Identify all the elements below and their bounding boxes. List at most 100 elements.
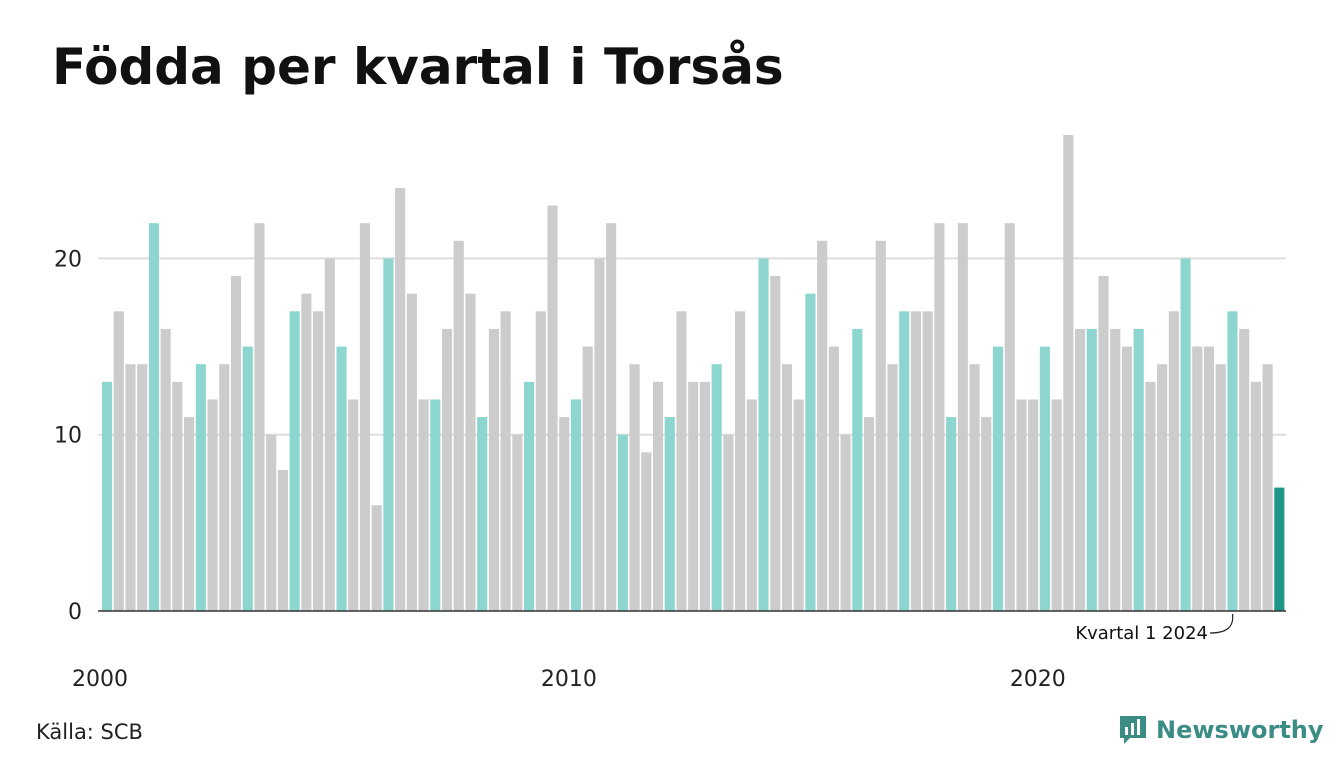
y-tick-label: 0 bbox=[68, 600, 82, 625]
x-tick-label: 2020 bbox=[1010, 667, 1066, 692]
bar bbox=[699, 381, 710, 611]
bar bbox=[852, 328, 863, 611]
bar bbox=[922, 311, 933, 611]
bar bbox=[359, 223, 371, 612]
bar bbox=[664, 417, 675, 611]
bar bbox=[1157, 364, 1168, 611]
bar bbox=[746, 399, 757, 611]
bar bbox=[219, 364, 230, 611]
bar bbox=[313, 311, 324, 611]
bar bbox=[711, 364, 722, 611]
bar bbox=[1203, 346, 1215, 611]
bar bbox=[324, 258, 335, 611]
bar bbox=[781, 364, 793, 611]
bars bbox=[102, 135, 1285, 612]
bar bbox=[1133, 328, 1144, 611]
bar bbox=[277, 469, 288, 611]
bar bbox=[793, 399, 804, 611]
bar bbox=[1039, 346, 1050, 611]
bar bbox=[875, 240, 886, 611]
bar bbox=[770, 276, 781, 611]
bar bbox=[1016, 399, 1027, 611]
bar bbox=[1028, 399, 1039, 611]
bar bbox=[195, 364, 206, 611]
y-tick-labels: 0 10 20 bbox=[54, 247, 82, 625]
bar bbox=[1110, 328, 1121, 611]
source-note: Källa: SCB bbox=[36, 720, 143, 744]
bar bbox=[301, 293, 312, 611]
bar bbox=[934, 223, 945, 612]
bar bbox=[863, 417, 875, 611]
annotation-text: Kvartal 1 2024 bbox=[1075, 623, 1208, 644]
y-tick-label: 20 bbox=[54, 247, 82, 272]
bar bbox=[148, 223, 160, 612]
bar bbox=[1262, 364, 1273, 611]
bar bbox=[254, 223, 265, 612]
bar bbox=[992, 346, 1004, 611]
bar bbox=[172, 381, 183, 611]
bar bbox=[946, 417, 957, 611]
bar bbox=[418, 399, 429, 611]
bar bbox=[981, 417, 992, 611]
bar bbox=[641, 452, 652, 611]
bar bbox=[406, 293, 417, 611]
bar bbox=[137, 364, 148, 611]
bar bbox=[887, 364, 898, 611]
bar bbox=[535, 311, 546, 611]
bar bbox=[1063, 135, 1074, 611]
brand-logo: Newsworthy bbox=[1118, 714, 1324, 746]
chart-title: Födda per kvartal i Torsås bbox=[52, 38, 784, 96]
latest-annotation: Kvartal 1 2024 bbox=[1075, 613, 1234, 644]
bar bbox=[547, 205, 558, 611]
bar bbox=[430, 399, 441, 611]
bar bbox=[594, 258, 605, 611]
bar bbox=[899, 311, 910, 611]
bar bbox=[383, 258, 394, 611]
bar bbox=[735, 311, 746, 611]
brand-name: Newsworthy bbox=[1156, 716, 1324, 744]
bar bbox=[477, 417, 488, 611]
bar bbox=[184, 417, 195, 611]
bar bbox=[817, 240, 828, 611]
bar bbox=[102, 381, 113, 611]
bar bbox=[910, 311, 921, 611]
bar bbox=[453, 240, 464, 611]
bar bbox=[441, 328, 453, 611]
bar bbox=[606, 223, 617, 612]
bar bbox=[465, 293, 476, 611]
bar bbox=[207, 399, 218, 611]
bar bbox=[1192, 346, 1203, 611]
bar bbox=[828, 346, 839, 611]
bar bbox=[840, 434, 851, 611]
bar bbox=[500, 311, 511, 611]
bar bbox=[1004, 223, 1015, 612]
bar bbox=[1051, 399, 1062, 611]
bar bbox=[723, 434, 734, 611]
bar bbox=[512, 434, 523, 611]
bar bbox=[617, 434, 628, 611]
bar bbox=[1274, 487, 1285, 611]
bar bbox=[1250, 381, 1261, 611]
bar bbox=[1121, 346, 1133, 611]
bar bbox=[805, 293, 816, 611]
bar bbox=[1074, 328, 1086, 611]
bar bbox=[160, 328, 171, 611]
bar bbox=[1145, 381, 1156, 611]
bar bbox=[676, 311, 687, 611]
bar bbox=[1168, 311, 1179, 611]
x-tick-label: 2010 bbox=[541, 667, 597, 692]
bar bbox=[1227, 311, 1238, 611]
bar bbox=[1098, 276, 1109, 611]
bar bbox=[242, 346, 253, 611]
bar bbox=[395, 187, 406, 611]
bar bbox=[336, 346, 347, 611]
bar bbox=[125, 364, 136, 611]
y-tick-label: 10 bbox=[54, 424, 82, 449]
bar bbox=[113, 311, 124, 611]
x-tick-label: 2000 bbox=[72, 667, 128, 692]
bar bbox=[230, 276, 242, 611]
bar bbox=[758, 258, 769, 611]
bar bbox=[524, 381, 535, 611]
bar bbox=[629, 364, 640, 611]
bar-chart: 0 10 20 2000 2010 2020 Kvartal 1 2024 bbox=[54, 135, 1286, 692]
